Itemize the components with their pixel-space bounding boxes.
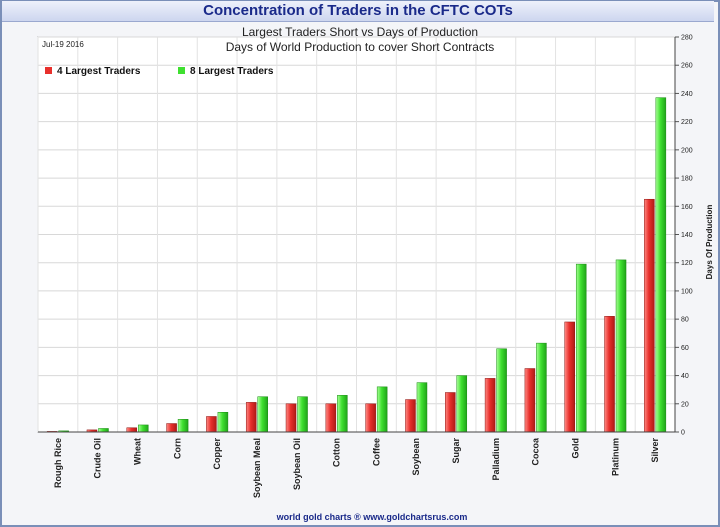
bar-8-largest-crude-oil [98,428,109,433]
bar-8-largest-copper [217,412,229,433]
bar-8-largest-corn [177,419,189,433]
chart-date: Jul-19 2016 [42,40,84,49]
y-tick-label: 200 [681,147,693,154]
legend: 4 Largest Traders 8 Largest Traders [45,66,274,77]
bar-4-largest-cocoa [524,368,536,433]
x-tick-label: Corn [172,438,182,459]
bar-4-largest-soybean-oil [285,403,297,433]
x-tick-label: Rough Rice [53,438,63,488]
chart-title-bar: Concentration of Traders in the CFTC COT… [2,1,714,22]
y-tick-label: 260 [681,63,693,70]
bar-4-largest-silver [644,198,655,433]
bar-4-largest-corn [166,423,177,433]
y-tick-label: 240 [681,91,693,98]
y-tick-label: 180 [681,176,693,183]
bar-4-largest-coffee [365,403,376,433]
bar-8-largest-cocoa [536,342,547,433]
bar-4-largest-wheat [126,427,138,433]
y-tick-label: 120 [681,260,693,267]
y-tick-label: 0 [681,430,685,437]
bar-8-largest-sugar [456,375,468,433]
bar-8-largest-soybean-oil [297,396,308,433]
bar-4-largest-soybean-meal [245,402,257,433]
legend-label-4-largest: 4 Largest Traders [57,66,141,77]
y-axis-label: Days Of Production [705,205,714,280]
x-tick-label: Platinum [610,438,620,476]
bar-4-largest-soybean [405,399,416,433]
y-tick-label: 80 [681,317,689,324]
x-tick-label: Silver [650,438,660,463]
y-tick-label: 60 [681,345,689,352]
bar-8-largest-gold [575,263,587,433]
bar-4-largest-palladium [484,378,496,433]
bar-8-largest-wheat [138,424,149,433]
legend-swatch-8-largest [178,67,185,74]
y-axis: 0 20 40 60 80 100 120 140 160 180 200 220 240 260 280 [674,35,693,437]
bar-4-largest-platinum [604,316,615,433]
x-axis: Rough Rice Crude Oil Wheat Corn Copper Soybea… [38,431,675,498]
bars-group [46,97,667,433]
chart-subtitle-1: Largest Traders Short vs Days of Product… [242,25,478,39]
x-tick-label: Palladium [491,438,501,481]
bar-4-largest-cotton [325,403,337,433]
bar-8-largest-soybean [416,382,428,433]
legend-swatch-4-largest [45,67,52,74]
bar-4-largest-gold [564,321,575,433]
bar-4-largest-sugar [445,392,456,433]
y-tick-label: 160 [681,204,693,211]
x-tick-label: Cocoa [531,437,541,466]
chart-footer: world gold charts ® www.goldchartsrus.co… [276,512,468,522]
y-tick-label: 220 [681,119,693,126]
x-tick-label: Copper [212,438,222,470]
y-tick-label: 40 [681,373,689,380]
legend-label-8-largest: 8 Largest Traders [190,66,274,77]
x-tick-label: Wheat [133,438,143,465]
x-tick-label: Coffee [371,438,381,466]
bar-4-largest-copper [206,416,217,433]
x-tick-label: Soybean [411,438,421,476]
chart-subtitle-2: Days of World Production to cover Short … [226,40,495,54]
bar-8-largest-platinum [615,259,627,433]
x-tick-label: Cotton [332,438,342,467]
bar-8-largest-silver [655,97,667,433]
x-tick-label: Sugar [451,438,461,464]
bar-8-largest-soybean-meal [257,396,268,433]
x-tick-label: Soybean Meal [252,438,262,498]
chart-title: Concentration of Traders in the CFTC COT… [203,2,513,19]
x-tick-label: Gold [570,438,580,459]
bar-8-largest-cotton [337,395,348,433]
y-tick-label: 140 [681,232,693,239]
y-tick-label: 100 [681,288,693,295]
bar-8-largest-palladium [496,348,507,433]
x-tick-label: Crude Oil [93,438,103,479]
y-tick-label: 280 [681,35,693,42]
y-tick-label: 20 [681,401,689,408]
x-tick-label: Soybean Oil [292,438,302,490]
bar-8-largest-coffee [376,386,388,433]
